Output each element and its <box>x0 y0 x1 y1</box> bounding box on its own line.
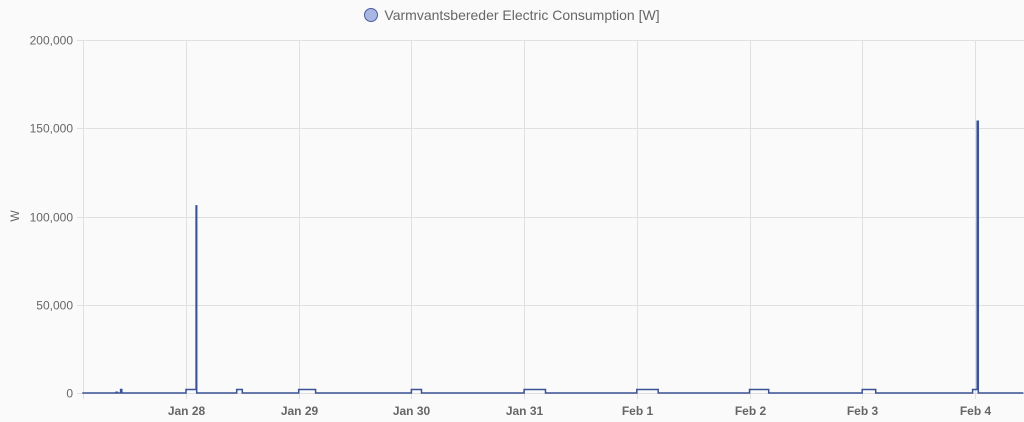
y-tick-label: 50,000 <box>36 299 73 313</box>
x-tick-label: Jan 30 <box>393 404 431 418</box>
x-tick-label: Feb 2 <box>735 404 767 418</box>
y-axis: 0 50,000 100,000 150,000 200,000 <box>30 34 74 401</box>
legend-label: Varmvantsbereder Electric Consumption [W… <box>384 7 660 23</box>
x-tick-label: Jan 28 <box>168 404 206 418</box>
chart-gridlines <box>77 40 1024 399</box>
y-axis-title: W <box>8 210 22 222</box>
y-tick-label: 100,000 <box>30 211 74 225</box>
x-axis: Jan 28 Jan 29 Jan 30 Jan 31 Feb 1 Feb 2 Feb 3 F… <box>168 404 992 418</box>
x-tick-label: Jan 29 <box>281 404 319 418</box>
y-tick-label: 200,000 <box>30 34 74 48</box>
y-tick-label: 150,000 <box>30 122 74 136</box>
x-tick-label: Feb 4 <box>960 404 992 418</box>
series-line[interactable] <box>82 120 1024 394</box>
y-tick-label: 0 <box>66 387 73 401</box>
x-tick-label: Feb 1 <box>622 404 654 418</box>
legend-swatch-icon <box>364 8 379 22</box>
x-tick-label: Feb 3 <box>847 404 879 418</box>
x-tick-label: Jan 31 <box>506 404 544 418</box>
legend-item-consumption[interactable]: Varmvantsbereder Electric Consumption [W… <box>364 7 660 23</box>
chart-legend: Varmvantsbereder Electric Consumption [W… <box>0 7 1024 23</box>
